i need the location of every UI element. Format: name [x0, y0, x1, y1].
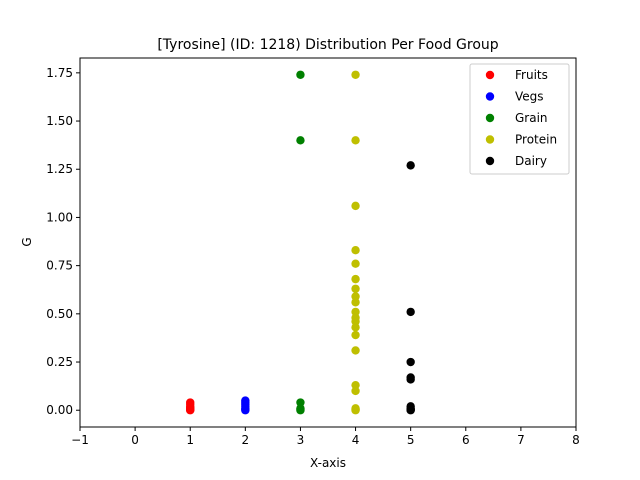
legend-label: Grain — [515, 111, 548, 125]
y-tick-label: 1.25 — [46, 162, 73, 176]
data-point-grain — [296, 70, 305, 79]
data-point-protein — [351, 330, 360, 340]
x-tick-label: 0 — [131, 433, 139, 447]
legend-label: Vegs — [515, 90, 544, 104]
data-point-protein — [351, 274, 360, 284]
x-tick-label: 4 — [352, 433, 360, 447]
legend-marker-dairy — [485, 156, 495, 166]
legend-marker-grain — [485, 113, 495, 123]
legend: Fruits Vegs Grain Protein Dairy — [469, 63, 570, 175]
data-point-dairy — [406, 357, 415, 367]
data-point-grain — [296, 398, 305, 407]
data-point-protein — [351, 292, 360, 301]
data-point-dairy — [406, 161, 415, 170]
y-tick-label: 0.50 — [46, 307, 73, 321]
legend-label: Protein — [515, 133, 557, 147]
y-tick-label: 0.25 — [46, 355, 73, 369]
x-tick-label: 2 — [242, 433, 250, 447]
data-point-protein — [351, 284, 360, 293]
x-tick-label: 7 — [517, 433, 525, 447]
data-point-dairy — [406, 307, 415, 317]
legend-label: Fruits — [515, 68, 548, 82]
legend-marker-fruits — [485, 70, 495, 80]
data-point-protein — [351, 136, 360, 145]
data-point-grain — [296, 406, 305, 415]
x-tick-label: −1 — [71, 433, 89, 447]
y-tick-label: 1.00 — [46, 210, 73, 224]
data-point-vegs — [241, 406, 250, 415]
legend-marker-protein — [485, 135, 495, 144]
plot-frame — [79, 57, 577, 428]
data-point-dairy — [406, 406, 415, 415]
x-tick-label: 3 — [297, 433, 305, 447]
data-point-protein — [351, 323, 360, 332]
data-point-protein — [351, 380, 360, 390]
data-point-grain — [296, 136, 305, 145]
data-point-protein — [351, 317, 360, 326]
data-point-protein — [351, 406, 360, 415]
data-point-protein — [351, 259, 360, 268]
y-tick-label: 0.00 — [46, 403, 73, 417]
y-tick-label: 0.75 — [46, 259, 73, 273]
data-point-fruits — [186, 406, 195, 415]
legend-label: Dairy — [515, 154, 547, 168]
data-point-protein — [351, 201, 360, 211]
x-tick-label: 5 — [407, 433, 415, 447]
y-axis-ticks: 0.00 0.25 0.50 0.75 1.00 1.25 1.50 1.75 — [46, 66, 80, 417]
data-point-protein — [351, 298, 360, 307]
data-point-protein — [351, 70, 360, 79]
x-axis-ticks: −1 0 1 2 3 4 5 6 7 8 — [71, 427, 580, 447]
x-tick-label: 8 — [572, 433, 580, 447]
x-axis-label: X-axis — [310, 456, 346, 470]
chart-title: [Tyrosine] (ID: 1218) Distribution Per F… — [157, 37, 498, 53]
y-axis-label: G — [20, 237, 34, 246]
legend-marker-vegs — [485, 92, 495, 101]
data-point-protein — [351, 307, 360, 317]
legend-box — [469, 63, 570, 175]
y-tick-label: 1.50 — [46, 114, 73, 128]
y-tick-label: 1.75 — [46, 66, 73, 80]
data-point-protein — [351, 386, 360, 396]
data-point-dairy — [406, 375, 415, 384]
points-layer — [186, 70, 415, 415]
x-tick-label: 1 — [186, 433, 194, 447]
x-tick-label: 6 — [462, 433, 470, 447]
data-point-protein — [351, 246, 360, 255]
data-point-protein — [351, 346, 360, 355]
